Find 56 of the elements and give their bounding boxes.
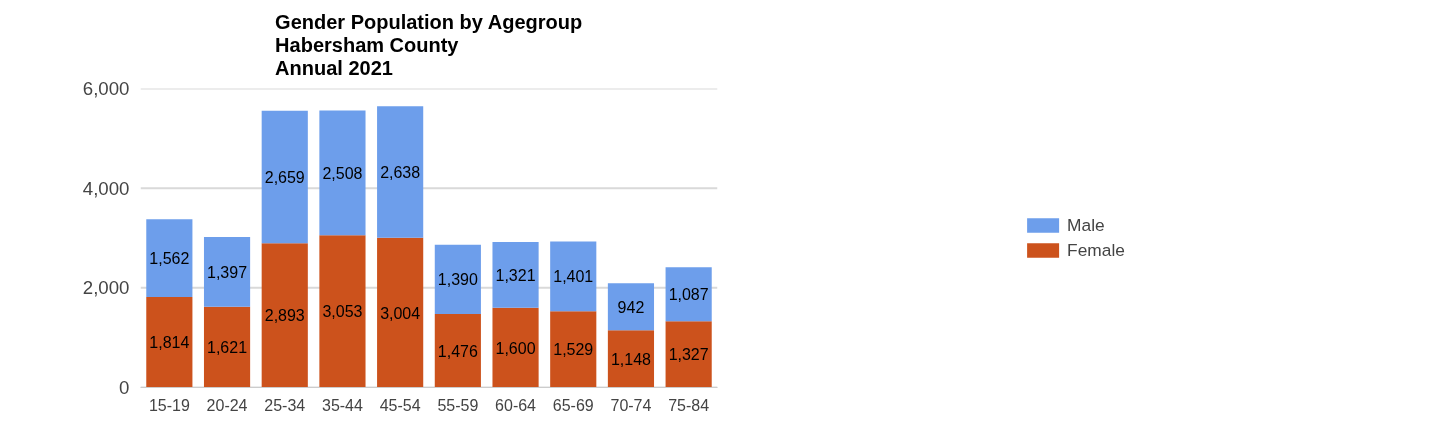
x-tick-label: 45-54: [379, 396, 421, 414]
data-label: 1,397: [207, 263, 248, 281]
data-label: 1,476: [437, 342, 478, 360]
x-tick-label: 55-59: [437, 396, 479, 414]
data-label: 3,004: [380, 304, 421, 322]
bar: [434, 244, 481, 314]
data-label: 1,321: [495, 266, 536, 284]
data-label: 3,053: [322, 303, 363, 321]
x-tick-label: 70-74: [610, 396, 652, 414]
data-label: 1,401: [553, 268, 594, 286]
bar: [607, 330, 655, 388]
data-label: 1,621: [207, 339, 248, 357]
data-label: 1,562: [149, 250, 190, 268]
bar: [434, 313, 481, 388]
bar: [492, 307, 539, 388]
x-tick-label: 25-34: [264, 396, 306, 414]
y-tick-label: 0: [119, 377, 130, 398]
x-tick-label: 60-64: [495, 396, 537, 414]
bar: [146, 219, 193, 298]
data-label: 2,893: [264, 307, 305, 325]
x-tick-label: 75-84: [668, 396, 710, 414]
data-label: 1,600: [495, 339, 536, 357]
y-tick-label: 2,000: [82, 277, 130, 299]
bar: [319, 235, 366, 388]
data-label: 2,508: [322, 164, 363, 182]
data-label: 2,659: [264, 169, 305, 187]
chart-title: Gender Population by Agegroup Habersham County Annual 2021: [275, 11, 583, 80]
data-label: 1,814: [149, 334, 190, 352]
bar: [319, 110, 366, 236]
bar: [607, 283, 655, 331]
bar: [203, 306, 251, 388]
data-label: 2,638: [380, 164, 421, 182]
x-tick-label: 15-19: [148, 396, 190, 414]
bar: [261, 110, 308, 244]
bar: [377, 106, 424, 238]
bar: [550, 241, 597, 312]
bar: [550, 311, 597, 388]
x-tick-label: 35-44: [321, 396, 364, 414]
bar: [665, 321, 712, 388]
data-label: 1,327: [668, 346, 709, 364]
x-tick-label: 20-24: [206, 396, 248, 414]
legend-label: Male: [1067, 214, 1105, 236]
bar: [377, 237, 424, 388]
bar: [203, 237, 251, 307]
bar: [146, 297, 193, 388]
data-label: 1,529: [553, 341, 594, 359]
bar: [492, 241, 539, 308]
data-label: 942: [617, 298, 645, 316]
y-tick-label: 6,000: [82, 78, 130, 99]
data-label: 1,087: [668, 286, 709, 304]
bar: [261, 243, 308, 388]
data-label: 1,148: [610, 350, 652, 368]
data-label: 1,390: [437, 271, 478, 289]
legend-label: Female: [1067, 239, 1125, 261]
y-tick-label: 4,000: [82, 177, 130, 199]
x-tick-label: 65-69: [552, 396, 594, 414]
